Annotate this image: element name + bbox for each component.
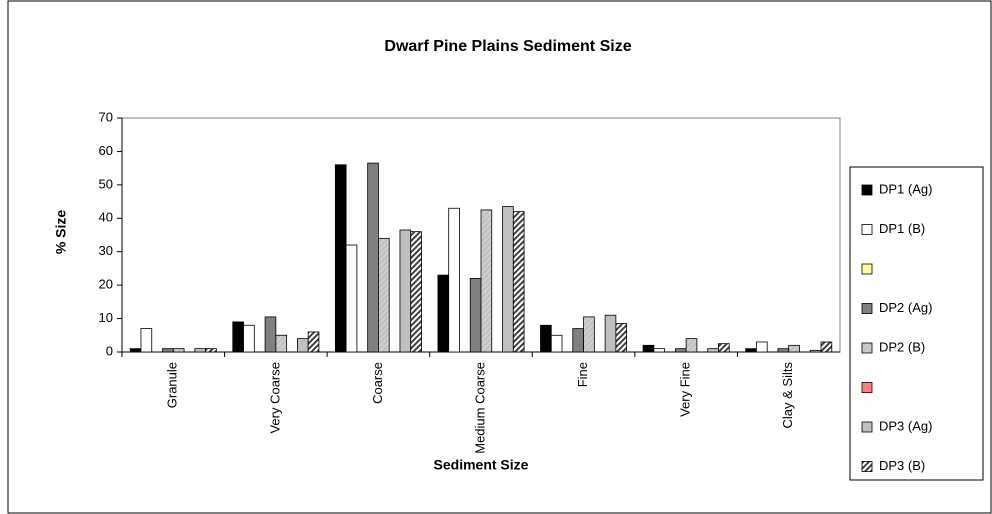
legend-swatch bbox=[861, 263, 873, 275]
bar bbox=[642, 344, 655, 353]
bar bbox=[243, 324, 255, 353]
chart-title: Dwarf Pine Plains Sediment Size bbox=[384, 38, 631, 55]
y-axis-title: % Size bbox=[53, 210, 69, 255]
bar bbox=[296, 338, 309, 353]
legend-label: DP1 (B) bbox=[879, 221, 925, 236]
bar bbox=[480, 209, 493, 353]
x-tick-label: Clay & Silts bbox=[780, 362, 795, 429]
y-tick-label: 50 bbox=[99, 176, 113, 191]
bar bbox=[129, 348, 142, 353]
x-tick-label: Fine bbox=[575, 362, 590, 387]
legend-swatch bbox=[861, 303, 873, 314]
x-axis-title: Sediment Size bbox=[434, 457, 529, 473]
bar bbox=[307, 331, 320, 353]
bar bbox=[334, 164, 347, 353]
bar bbox=[367, 162, 379, 353]
bar bbox=[162, 348, 174, 353]
bar bbox=[653, 348, 666, 353]
bar bbox=[140, 328, 153, 353]
bar bbox=[469, 278, 482, 353]
legend-label: DP3 (B) bbox=[879, 458, 925, 473]
y-tick-label: 40 bbox=[99, 210, 113, 225]
bar bbox=[502, 206, 514, 353]
bar bbox=[583, 316, 595, 353]
bar bbox=[718, 343, 730, 353]
bar bbox=[550, 334, 563, 353]
bar bbox=[685, 338, 698, 353]
x-tick-label: Very Fine bbox=[678, 362, 693, 417]
legend-swatch bbox=[861, 224, 873, 235]
y-tick-label: 30 bbox=[99, 243, 113, 258]
x-tick-label: Coarse bbox=[370, 362, 385, 404]
bar bbox=[615, 323, 628, 353]
legend-label: DP1 (Ag) bbox=[879, 181, 932, 196]
bar bbox=[777, 348, 790, 353]
bar bbox=[205, 348, 217, 353]
bar bbox=[540, 324, 552, 353]
bar bbox=[275, 334, 288, 353]
y-tick-label: 10 bbox=[99, 310, 113, 325]
x-tick-label: Very Coarse bbox=[267, 362, 282, 434]
bar bbox=[172, 348, 185, 353]
bar bbox=[756, 341, 768, 353]
bar bbox=[809, 349, 822, 353]
y-tick-label: 70 bbox=[99, 109, 113, 124]
legend-swatch bbox=[861, 342, 873, 354]
bar bbox=[410, 231, 422, 353]
bar bbox=[345, 244, 358, 353]
legend-swatch bbox=[861, 184, 873, 196]
legend-label: DP2 (Ag) bbox=[879, 300, 932, 315]
legend-swatch bbox=[861, 461, 873, 472]
bar bbox=[745, 348, 757, 353]
bar bbox=[707, 348, 719, 353]
legend-swatch bbox=[861, 382, 873, 393]
legend-label: DP3 (Ag) bbox=[879, 418, 932, 433]
bar bbox=[674, 348, 687, 353]
bar bbox=[512, 211, 525, 353]
bar bbox=[399, 229, 412, 353]
bar bbox=[604, 314, 617, 353]
bar bbox=[232, 321, 244, 353]
bar bbox=[194, 348, 206, 353]
legend-label: DP2 (B) bbox=[879, 339, 925, 354]
bar bbox=[264, 316, 277, 353]
bar bbox=[788, 344, 800, 353]
bar bbox=[378, 237, 390, 353]
bar bbox=[437, 274, 450, 353]
bar bbox=[820, 341, 833, 353]
chart-frame bbox=[7, 0, 992, 514]
x-tick-label: Granule bbox=[165, 362, 180, 408]
y-tick-label: 0 bbox=[106, 343, 113, 358]
legend-swatch bbox=[861, 421, 873, 433]
y-tick-label: 20 bbox=[99, 277, 113, 292]
bar bbox=[572, 328, 584, 353]
y-tick-label: 60 bbox=[99, 143, 113, 158]
x-tick-label: Medium Coarse bbox=[472, 362, 487, 454]
bar bbox=[448, 207, 460, 353]
